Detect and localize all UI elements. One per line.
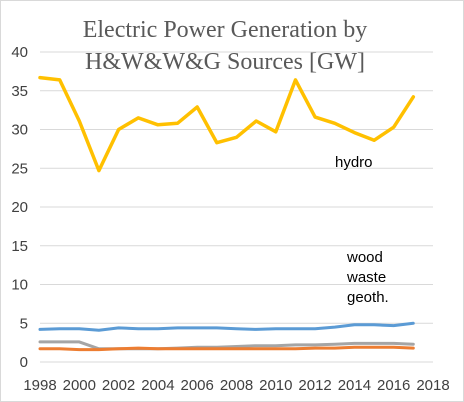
x-tick-label: 2014 — [338, 377, 371, 394]
y-tick-label: 0 — [20, 354, 28, 371]
geoth-annotation: geoth. — [347, 289, 389, 306]
chart-title-line-2: H&W&W&G Sources [GW] — [85, 49, 365, 75]
chart-title-line-1: Electric Power Generation by — [83, 17, 368, 43]
y-tick-label: 10 — [11, 277, 28, 294]
x-tick-label: 2000 — [63, 377, 96, 394]
x-tick-label: 2010 — [259, 377, 292, 394]
y-tick-label: 25 — [11, 160, 28, 177]
y-tick-label: 30 — [11, 122, 28, 139]
x-axis-tick-labels: 1998 2000 2002 2004 2006 2008 2010 2012 2014 2016… — [23, 377, 449, 394]
series-line-hydro-line — [38, 75, 416, 173]
waste-annotation: waste — [346, 269, 386, 286]
x-tick-label: 2012 — [298, 377, 331, 394]
x-tick-label: 1998 — [23, 377, 56, 394]
x-tick-label: 2016 — [377, 377, 410, 394]
y-tick-label: 20 — [11, 199, 28, 216]
y-tick-label: 5 — [20, 315, 28, 332]
y-tick-label: 15 — [11, 238, 28, 255]
x-tick-label: 2018 — [416, 377, 449, 394]
hydro-annotation: hydro — [335, 154, 373, 171]
y-axis-tick-labels: 0 5 10 15 20 25 30 35 40 — [11, 44, 28, 371]
y-tick-label: 40 — [11, 44, 28, 61]
x-tick-label: 2002 — [102, 377, 135, 394]
series-line-wood-line — [38, 321, 415, 332]
gridlines — [40, 51, 433, 363]
x-tick-label: 2008 — [220, 377, 253, 394]
x-tick-label: 2006 — [181, 377, 214, 394]
wood-annotation: wood — [346, 249, 383, 266]
y-tick-label: 35 — [11, 83, 28, 100]
series-lines — [38, 75, 416, 352]
series-line-waste-line — [38, 345, 415, 352]
x-tick-label: 2004 — [141, 377, 174, 394]
